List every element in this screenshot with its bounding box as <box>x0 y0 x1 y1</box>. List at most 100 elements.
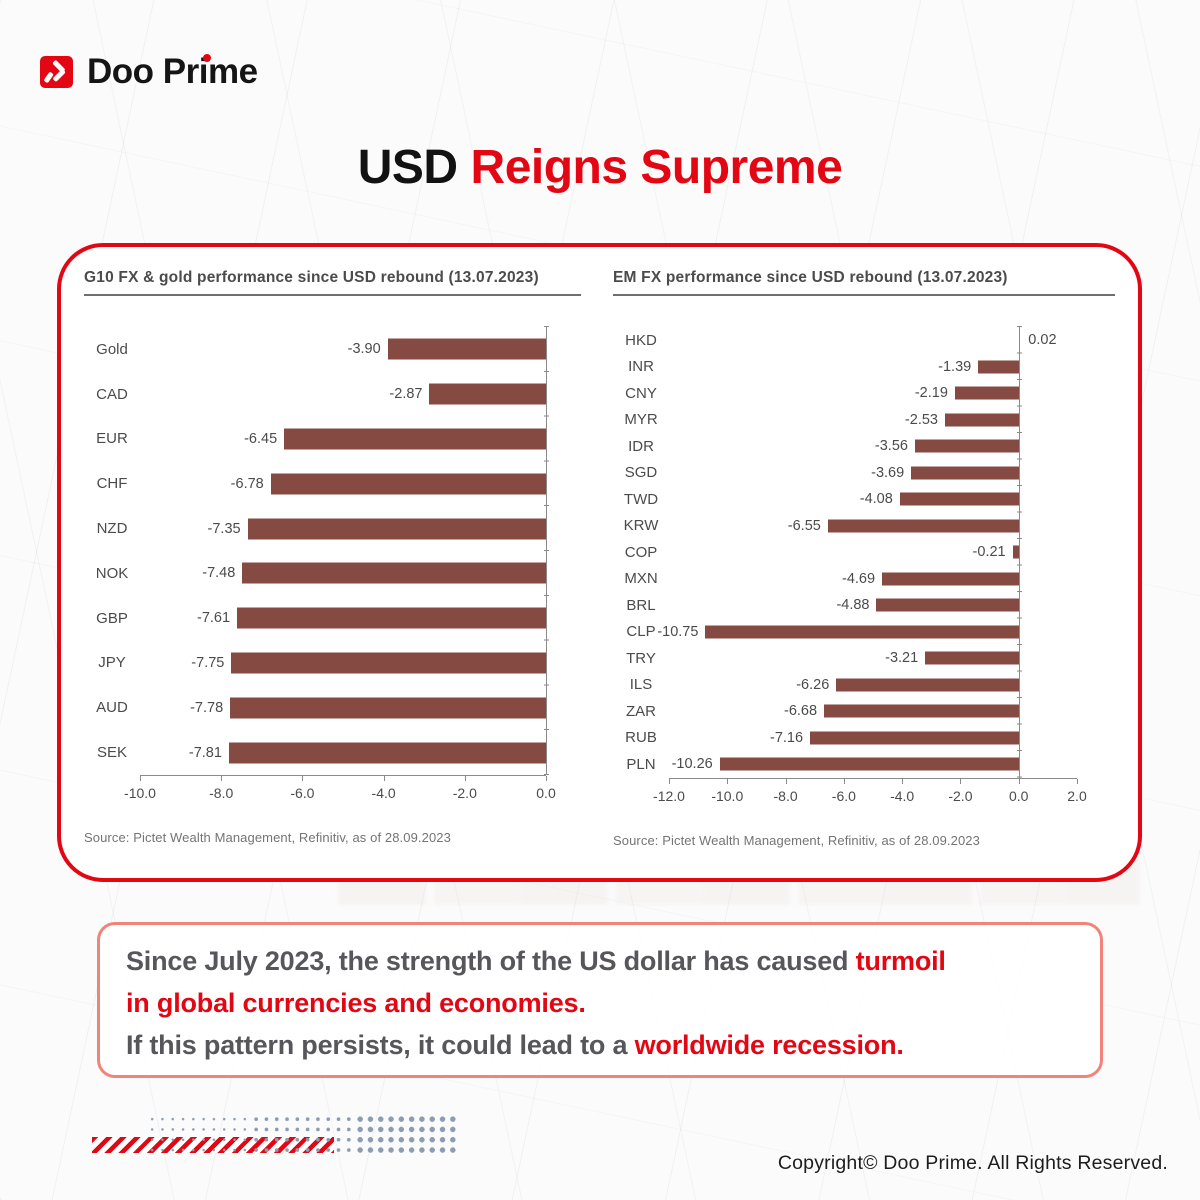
value-label: -2.87 <box>389 386 423 403</box>
callout-text-gray: If this pattern persists, it could lead … <box>126 1030 635 1060</box>
bar-row: KRW -6.55 <box>613 513 1077 540</box>
axis-tick-label: -10.0 <box>711 787 744 804</box>
category-label: BRL <box>626 596 656 614</box>
bar-track: -4.88 <box>669 592 1077 619</box>
chart-title-g10: G10 FX & gold performance since USD rebo… <box>84 269 581 296</box>
value-label: -6.78 <box>230 475 264 492</box>
axis-tick <box>960 778 962 784</box>
title-usd: USD <box>357 141 458 194</box>
doo-prime-logo: Doo Prime <box>40 52 258 92</box>
bar <box>242 562 546 584</box>
axis-tick <box>669 778 670 784</box>
axis-tick-label: -4.0 <box>890 787 915 804</box>
category-label: TWD <box>623 490 659 508</box>
chart-plot-area-em: HKD 0.02 INR -1.39 CNY -2.19 MYR -2.53 IDR -3.56 S… <box>613 326 1077 778</box>
bar <box>429 383 546 405</box>
axis-tick-label: -4.0 <box>371 784 396 801</box>
bar <box>237 607 546 629</box>
bar-track: -4.08 <box>669 486 1077 513</box>
category-label: AUD <box>96 699 128 717</box>
chart-source-em: Source: Pictet Wealth Management, Refini… <box>613 832 980 848</box>
bar-row: GBP -7.61 <box>84 596 546 641</box>
value-label: -6.26 <box>796 676 830 693</box>
axis-tick-label: -2.0 <box>452 784 477 801</box>
bar <box>911 466 1019 480</box>
callout-line-3: If this pattern persists, it could lead … <box>126 1024 1074 1066</box>
chart-em-fx: EM FX performance since USD rebound (13.… <box>613 269 1115 848</box>
category-label: NOK <box>95 564 129 582</box>
bar <box>228 742 546 764</box>
bar-track: -6.68 <box>669 698 1077 725</box>
bar-row: NZD -7.35 <box>84 506 546 551</box>
axis-tick-label: -10.0 <box>124 784 156 801</box>
bar-track: -10.75 <box>657 619 1077 646</box>
value-label: -3.90 <box>347 341 381 358</box>
title-reigns-supreme: Reigns Supreme <box>470 141 843 194</box>
zero-axis-ticks <box>544 326 549 775</box>
dot-grid-decoration <box>147 1114 251 1155</box>
category-label: ZAR <box>626 702 656 720</box>
category-label: CHF <box>96 475 128 493</box>
category-label: HKD <box>625 331 657 349</box>
category-label: INR <box>628 358 654 376</box>
dot-grid-decoration <box>355 1114 459 1155</box>
bar-row: CLP -10.75 <box>613 619 1077 646</box>
bar <box>387 338 546 360</box>
value-label: -0.21 <box>972 544 1006 561</box>
chart-title-em: EM FX performance since USD rebound (13.… <box>613 269 1115 296</box>
bar-row: TRY -3.21 <box>613 645 1077 672</box>
category-label: IDR <box>628 437 654 455</box>
bar-row: CHF -6.78 <box>84 461 546 506</box>
bar-track: -7.61 <box>140 596 546 641</box>
category-label: CAD <box>96 385 128 403</box>
bar <box>978 360 1019 374</box>
bar-track: -3.90 <box>140 327 546 372</box>
x-axis-g10: -10.0 -8.0 -6.0 -4.0 -2.0 0.0 <box>124 774 556 813</box>
bar <box>705 625 1019 639</box>
callout-text-red: worldwide recession. <box>634 1030 904 1060</box>
axis-tick-label: 0.0 <box>1008 787 1029 804</box>
bar <box>230 697 546 719</box>
bar-row: BRL -4.88 <box>613 592 1077 619</box>
bar-track: -7.48 <box>140 551 546 596</box>
axis-tick <box>843 778 845 784</box>
category-label: COP <box>624 543 658 561</box>
value-label: -6.68 <box>783 703 818 720</box>
bar <box>270 473 546 495</box>
bar-track: -3.21 <box>669 645 1077 672</box>
value-label: -4.88 <box>836 597 870 614</box>
bar-track: -0.21 <box>669 539 1077 566</box>
bar-track: -6.78 <box>140 461 546 506</box>
logo-text: Doo Prime <box>87 52 258 91</box>
bar-track: -7.75 <box>140 641 546 686</box>
bar <box>836 678 1019 692</box>
value-label: -3.21 <box>885 650 919 667</box>
value-label: -7.16 <box>770 729 804 746</box>
callout-line-2: in global currencies and economies. <box>126 988 586 1018</box>
bar-track: -1.39 <box>669 354 1077 381</box>
logo-wordmark: Doo Prime <box>87 52 258 92</box>
axis-tick <box>383 775 385 781</box>
logo-stroke <box>52 68 66 82</box>
page-title: USD Reigns Supreme <box>0 140 1200 195</box>
bar-row: ZAR -6.68 <box>613 698 1077 725</box>
value-label: -7.81 <box>188 744 222 761</box>
axis-tick <box>546 775 547 781</box>
bar-track: -2.53 <box>669 407 1077 434</box>
bar <box>231 652 546 674</box>
bar <box>914 439 1019 453</box>
callout-line-1: Since July 2023, the strength of the US … <box>126 940 1074 982</box>
value-label: 0.02 <box>1028 332 1057 349</box>
bar <box>827 519 1019 533</box>
bar-row: EUR -6.45 <box>84 417 546 462</box>
bar <box>899 492 1019 506</box>
bar-track: -7.35 <box>140 506 546 551</box>
value-label: -7.75 <box>191 654 225 671</box>
bar-track: -4.69 <box>669 566 1077 593</box>
axis-tick-label: -8.0 <box>773 787 798 804</box>
bar-track: -2.19 <box>669 380 1077 407</box>
bar-row: MXN -4.69 <box>613 566 1077 593</box>
bar-row: IDR -3.56 <box>613 433 1077 460</box>
value-label: -4.69 <box>841 570 876 587</box>
